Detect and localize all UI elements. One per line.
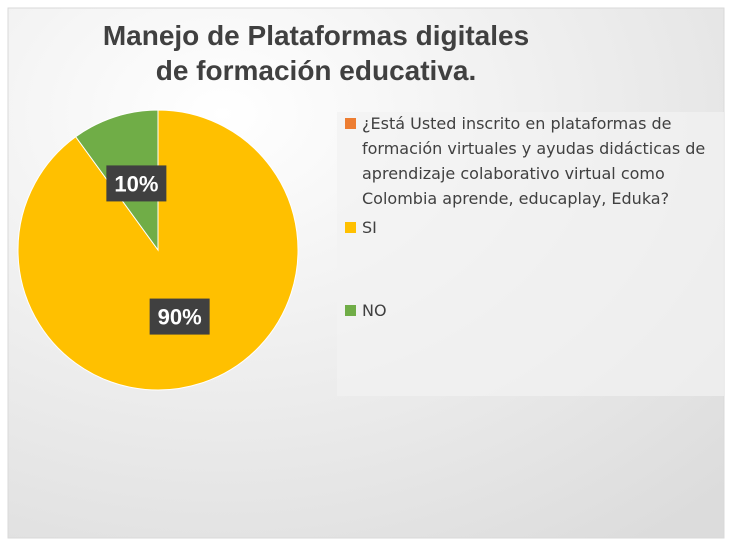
data-label-box bbox=[106, 165, 167, 202]
data-label: 90% bbox=[158, 305, 202, 330]
legend-swatch bbox=[345, 118, 356, 129]
legend-swatch bbox=[345, 222, 356, 233]
legend-label: ¿Está Usted inscrito en plataformas de f… bbox=[362, 114, 706, 208]
legend-box bbox=[337, 112, 724, 396]
data-label: 10% bbox=[114, 171, 158, 196]
title-line: de formación educativa. bbox=[156, 55, 477, 86]
data-label-box bbox=[149, 298, 210, 335]
legend-label: NO bbox=[362, 301, 387, 320]
title-line: Manejo de Plataformas digitales bbox=[103, 20, 529, 51]
chart-title: Manejo de Plataformas digitales de formac… bbox=[103, 20, 529, 86]
legend-label: SI bbox=[362, 218, 377, 237]
legend-swatch bbox=[345, 305, 356, 316]
